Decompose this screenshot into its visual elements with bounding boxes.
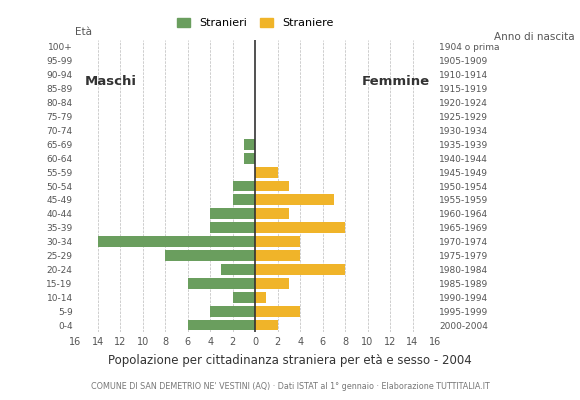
Bar — [233, 180, 255, 192]
Bar — [244, 139, 255, 150]
Bar — [255, 236, 300, 247]
Bar — [233, 292, 255, 303]
Bar — [210, 306, 255, 316]
Text: Anno di nascita: Anno di nascita — [494, 32, 574, 42]
Bar — [244, 153, 255, 164]
Bar — [255, 250, 300, 261]
Legend: Stranieri, Straniere: Stranieri, Straniere — [172, 14, 338, 33]
Text: Femmine: Femmine — [362, 75, 430, 88]
Bar — [233, 194, 255, 205]
Text: Età: Età — [75, 27, 92, 37]
Bar — [255, 194, 334, 205]
Bar — [98, 236, 255, 247]
Bar — [255, 222, 345, 233]
Bar — [255, 292, 266, 303]
Bar — [188, 320, 255, 330]
Bar — [210, 222, 255, 233]
Text: Maschi: Maschi — [85, 75, 136, 88]
Bar — [188, 278, 255, 289]
Text: Popolazione per cittadinanza straniera per età e sesso - 2004: Popolazione per cittadinanza straniera p… — [108, 354, 472, 367]
Bar — [255, 167, 278, 178]
Bar — [255, 306, 300, 316]
Bar — [255, 264, 345, 275]
Text: COMUNE DI SAN DEMETRIO NE' VESTINI (AQ) · Dati ISTAT al 1° gennaio · Elaborazion: COMUNE DI SAN DEMETRIO NE' VESTINI (AQ) … — [90, 382, 490, 391]
Bar — [210, 208, 255, 219]
Bar — [222, 264, 255, 275]
Bar — [165, 250, 255, 261]
Bar — [255, 208, 289, 219]
Bar — [255, 320, 278, 330]
Bar — [255, 180, 289, 192]
Bar — [255, 278, 289, 289]
